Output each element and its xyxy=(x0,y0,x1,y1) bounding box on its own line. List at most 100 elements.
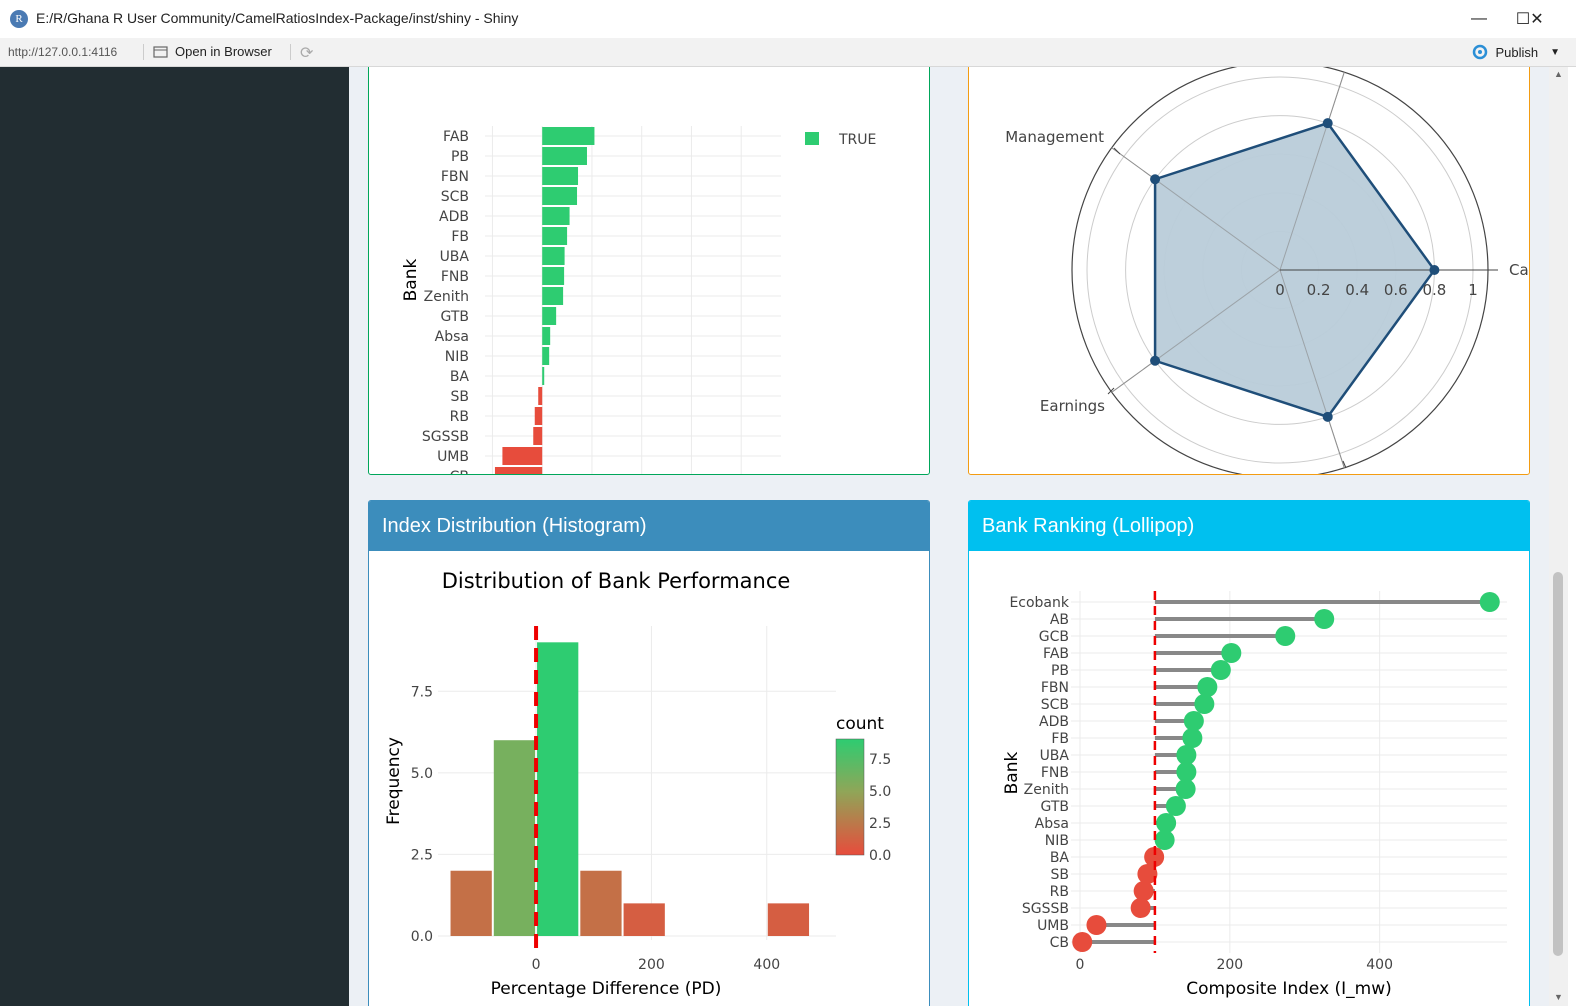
pd-legend-swatch xyxy=(805,132,819,145)
lollipop-category-label: AB xyxy=(1050,612,1069,628)
lollipop-point xyxy=(1156,813,1177,833)
browser-window-icon xyxy=(153,45,168,58)
lollipop-category-label: FAB xyxy=(1043,646,1069,662)
histogram-bar xyxy=(580,870,622,936)
scroll-up-arrow-icon[interactable]: ▲ xyxy=(1554,69,1563,79)
pd-category-label: SCB xyxy=(441,189,469,205)
radar-point xyxy=(1150,355,1161,366)
lollipop-point xyxy=(1183,711,1204,731)
pd-category-label: Zenith xyxy=(424,289,469,305)
dashboard-body: FAB PB FBN SCB ADB FB UBA FNB Zenith GTB Absa NIB BA… xyxy=(349,67,1549,1006)
radar-radial-tick-label: 0.8 xyxy=(1422,281,1446,299)
histogram-bar xyxy=(537,642,579,936)
pd-category-label: FNB xyxy=(441,269,469,285)
pd-bar-chart-box: FAB PB FBN SCB ADB FB UBA FNB Zenith GTB Absa NIB BA… xyxy=(368,67,930,475)
lollipop-point xyxy=(1176,762,1197,782)
pd-bar xyxy=(542,307,557,325)
lollipop-point xyxy=(1275,626,1296,646)
pd-bar xyxy=(542,207,570,225)
histogram-x-tick-label: 0 xyxy=(532,957,541,973)
lollipop-chart: EcobankABGCBFABPBFBNSCBADBFBUBAFNBZenith… xyxy=(1002,591,1507,999)
camel-radar-chart: 00.20.40.60.81CaManagementEarningsLiquid… xyxy=(1005,67,1529,474)
pd-category-label: GTB xyxy=(440,309,469,325)
pd-bar xyxy=(542,367,545,385)
url-field[interactable]: http://127.0.0.1:4116 xyxy=(8,45,118,59)
lollipop-point xyxy=(1197,677,1218,697)
histogram-colorbar xyxy=(835,738,865,856)
lollipop-category-label: SB xyxy=(1051,867,1070,883)
scrollbar-thumb[interactable] xyxy=(1553,572,1563,956)
radar-spoke xyxy=(1111,269,1281,393)
pd-bar xyxy=(542,327,551,345)
histogram-y-tick-label: 7.5 xyxy=(411,684,433,700)
radar-radial-tick-label: 0.2 xyxy=(1307,281,1331,299)
histogram-bar xyxy=(493,740,536,936)
radar-radial-tick-label: 0.4 xyxy=(1345,281,1369,299)
histogram-y-tick-label: 2.5 xyxy=(411,847,433,863)
radar-axis-label-management: Management xyxy=(1005,128,1104,146)
lollipop-point xyxy=(1130,898,1151,918)
radar-point xyxy=(1150,174,1161,185)
sidebar xyxy=(0,67,349,1006)
radar-label-tick xyxy=(1113,147,1121,155)
radar-axis-label-capital: Ca xyxy=(1509,261,1529,279)
pd-bar xyxy=(542,227,568,245)
histogram-colorbar-tick-label: 5.0 xyxy=(869,784,891,800)
lollipop-category-label: FB xyxy=(1051,731,1069,747)
histogram-box: Index Distribution (Histogram) Distribut… xyxy=(368,500,930,1006)
refresh-icon[interactable]: ⟳ xyxy=(300,45,314,62)
publish-button[interactable]: Publish ▼ xyxy=(1471,44,1560,60)
pd-bar xyxy=(542,247,565,265)
publish-icon xyxy=(1473,44,1488,60)
lollipop-point xyxy=(1165,796,1186,816)
lollipop-category-label: NIB xyxy=(1045,833,1069,849)
lollipop-point xyxy=(1210,660,1231,680)
lollipop-point xyxy=(1221,643,1242,663)
lollipop-category-label: FBN xyxy=(1041,680,1069,696)
pd-category-label: SGSSB xyxy=(422,429,469,445)
radar-point xyxy=(1322,411,1333,422)
rstudio-r-icon: R xyxy=(10,10,28,28)
maximize-button[interactable]: ☐ xyxy=(1515,11,1531,28)
pd-category-label: SB xyxy=(451,389,470,405)
lollipop-category-label: UMB xyxy=(1037,918,1069,934)
pd-bar xyxy=(542,147,587,165)
lollipop-point xyxy=(1182,728,1203,748)
lollipop-category-label: UBA xyxy=(1040,748,1070,764)
radar-spoke xyxy=(1111,147,1281,271)
histogram-bar xyxy=(623,903,665,936)
lollipop-category-label: SGSSB xyxy=(1022,901,1069,917)
publish-label: Publish xyxy=(1495,44,1539,60)
histogram-bar xyxy=(450,870,492,936)
histogram-legend-title: count xyxy=(836,714,884,734)
minimize-button[interactable]: — xyxy=(1471,10,1487,27)
scroll-down-arrow-icon[interactable]: ▼ xyxy=(1554,992,1563,1002)
pd-category-label: ADB xyxy=(439,209,469,225)
pd-category-label: UMB xyxy=(437,449,469,465)
chevron-down-icon[interactable]: ▼ xyxy=(1550,46,1560,58)
histogram-box-title: Index Distribution (Histogram) xyxy=(369,501,929,551)
pd-y-axis-title: Bank xyxy=(401,258,421,301)
lollipop-x-tick-label: 200 xyxy=(1216,957,1243,973)
lollipop-x-axis-title: Composite Index (I_mw) xyxy=(1186,979,1392,999)
lollipop-point xyxy=(1154,830,1175,850)
open-in-browser-button[interactable]: Open in Browser xyxy=(153,44,272,59)
lollipop-category-label: Ecobank xyxy=(1009,595,1069,611)
radar-spoke xyxy=(1279,269,1345,468)
lollipop-point xyxy=(1176,745,1197,765)
histogram-y-tick-label: 0.0 xyxy=(411,929,433,945)
camel-radar-chart-box: 00.20.40.60.81CaManagementEarningsLiquid… xyxy=(968,67,1530,475)
histogram-colorbar-tick-label: 7.5 xyxy=(869,752,891,768)
close-button[interactable]: ✕ xyxy=(1530,11,1544,28)
lollipop-box: Bank Ranking (Lollipop) Ecobank AB GCB FAB P… xyxy=(968,500,1530,1006)
radar-radial-tick-label: 1 xyxy=(1468,281,1478,299)
lollipop-point xyxy=(1133,881,1154,901)
lollipop-point xyxy=(1175,779,1196,799)
lollipop-point xyxy=(1072,932,1093,952)
pd-category-label: CB xyxy=(450,469,469,475)
radar-point xyxy=(1322,118,1333,129)
histogram-chart: Distribution of Bank Performance 0.0 2.5 5.… xyxy=(384,569,891,999)
pd-category-label: UBA xyxy=(440,249,470,265)
lollipop-x-tick-label: 0 xyxy=(1076,957,1085,973)
histogram-title: Distribution of Bank Performance xyxy=(442,569,791,593)
